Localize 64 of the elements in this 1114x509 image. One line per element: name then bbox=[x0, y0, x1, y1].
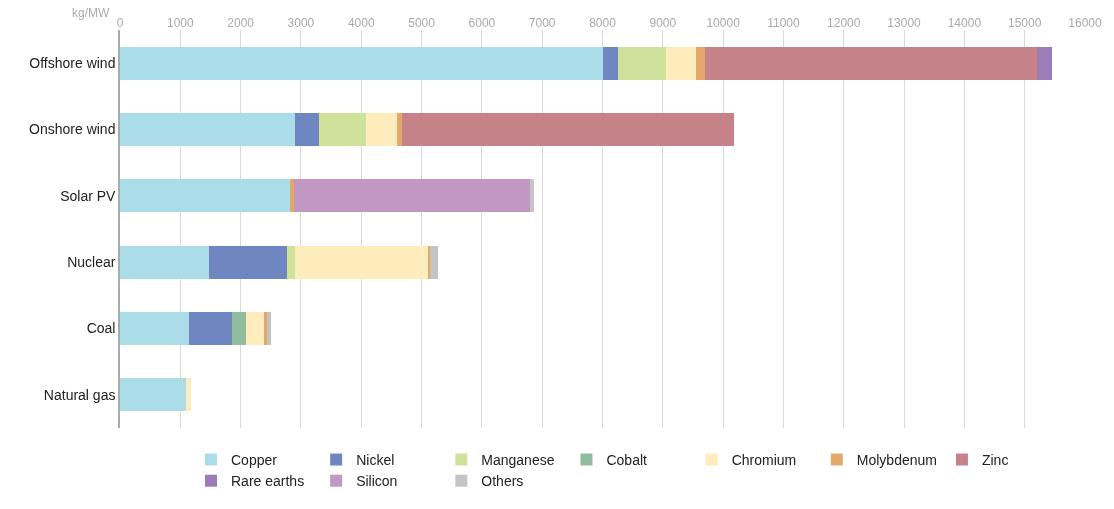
x-axis-title: kg/MW bbox=[72, 6, 110, 20]
bar bbox=[232, 311, 246, 346]
x-tick-label: 16000 bbox=[1068, 15, 1103, 30]
bar bbox=[705, 46, 1037, 80]
x-tick-label: 6000 bbox=[468, 15, 496, 30]
legend-label: Others bbox=[481, 473, 524, 490]
y-tick-label: Solar PV bbox=[60, 187, 117, 204]
x-tick-label: 5000 bbox=[408, 15, 436, 30]
x-tick-label: 14000 bbox=[947, 15, 982, 30]
bar bbox=[120, 46, 603, 80]
bar bbox=[290, 179, 294, 213]
legend-label: Manganese bbox=[481, 451, 555, 468]
bar bbox=[293, 179, 531, 213]
bar bbox=[602, 46, 618, 80]
bar bbox=[294, 112, 320, 147]
bar bbox=[189, 311, 233, 346]
bar bbox=[209, 245, 288, 279]
bar bbox=[120, 311, 190, 346]
bar bbox=[695, 46, 706, 80]
x-tick-label: 8000 bbox=[589, 15, 617, 30]
legend-label: Copper bbox=[231, 451, 278, 468]
x-tick-label: 15000 bbox=[1008, 15, 1042, 30]
legend-label: Rare earths bbox=[231, 473, 305, 490]
bar bbox=[401, 112, 734, 147]
bar bbox=[266, 311, 271, 346]
y-tick-label: Nuclear bbox=[67, 254, 116, 271]
bar bbox=[287, 245, 296, 279]
legend-label: Molybdenum bbox=[856, 451, 937, 468]
y-tick-label: Onshore wind bbox=[29, 121, 116, 138]
x-tick-label: 10000 bbox=[706, 15, 741, 30]
legend-label: Cobalt bbox=[606, 451, 648, 468]
bar bbox=[120, 378, 187, 412]
bar bbox=[295, 245, 428, 279]
bar bbox=[1036, 46, 1053, 80]
x-tick-label: 4000 bbox=[347, 15, 375, 30]
legend-label: Silicon bbox=[356, 473, 398, 490]
bar bbox=[530, 179, 534, 213]
bar bbox=[120, 245, 210, 279]
y-tick-label: Coal bbox=[86, 320, 116, 337]
bar bbox=[366, 112, 397, 147]
bar bbox=[120, 112, 295, 147]
legend-label: Zinc bbox=[981, 451, 1009, 468]
bar bbox=[319, 112, 367, 147]
bar bbox=[263, 311, 267, 346]
x-tick-label: 1000 bbox=[166, 15, 194, 30]
bar bbox=[186, 378, 192, 412]
bar bbox=[245, 311, 264, 346]
x-tick-label: 2000 bbox=[227, 15, 255, 30]
y-tick-label: Natural gas bbox=[43, 386, 116, 403]
bar bbox=[120, 179, 291, 213]
legend-label: Nickel bbox=[356, 451, 395, 468]
bar bbox=[665, 46, 696, 80]
x-tick-label: 13000 bbox=[887, 15, 922, 30]
bar bbox=[430, 245, 439, 279]
y-tick-label: Offshore wind bbox=[29, 55, 116, 72]
bar bbox=[617, 46, 666, 80]
x-tick-label: 3000 bbox=[287, 15, 315, 30]
x-tick-label: 11000 bbox=[767, 15, 800, 30]
x-tick-label: 7000 bbox=[528, 15, 556, 30]
x-tick-label: 12000 bbox=[827, 15, 861, 30]
legend-label: Chromium bbox=[731, 451, 797, 468]
bar bbox=[396, 112, 402, 147]
x-tick-label: 0 bbox=[116, 15, 124, 30]
x-tick-label: 9000 bbox=[649, 15, 677, 30]
